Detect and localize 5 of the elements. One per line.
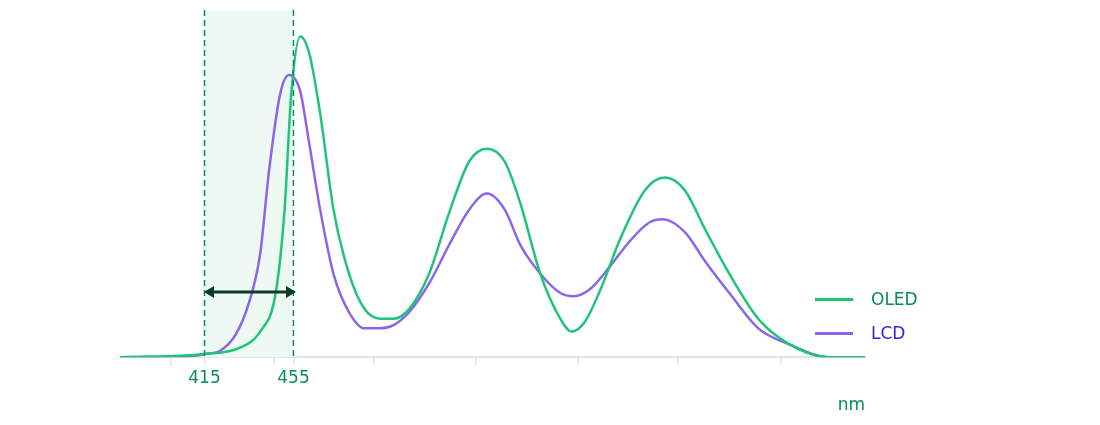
x-axis-title: nm (837, 394, 865, 415)
legend-label: LCD (871, 323, 906, 343)
x-tick-label: 415 (188, 366, 221, 387)
x-tick-label: 455 (277, 366, 310, 387)
legend-label: OLED (871, 289, 918, 309)
